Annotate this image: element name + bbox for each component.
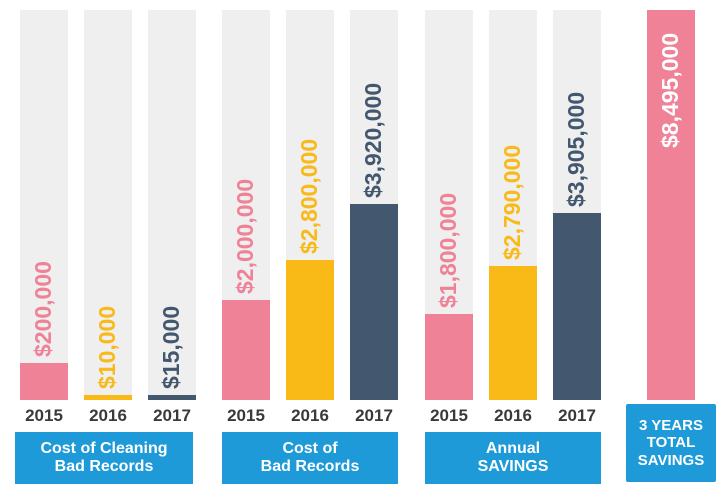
year-label: 2017 [355, 406, 393, 425]
group-label-bad-records: Cost of Bad Records [222, 432, 398, 484]
total-bar [647, 10, 695, 400]
year-label: 2015 [25, 406, 63, 425]
bar-0-2015 [20, 363, 68, 400]
year-label: 2015 [227, 406, 265, 425]
value-label: $15,000 [158, 305, 184, 389]
year-label: 2015 [430, 406, 468, 425]
total-savings-label: 3 YEARS TOTAL SAVINGS [626, 404, 716, 482]
bar-1-2015 [222, 300, 270, 400]
group-label-cleaning: Cost of Cleaning Bad Records [15, 432, 193, 484]
value-label: $3,905,000 [563, 91, 589, 207]
value-label: $200,000 [30, 261, 56, 357]
bar-0-2016 [84, 395, 132, 400]
bar-track [84, 10, 132, 400]
bar-2-2017 [553, 213, 601, 400]
year-label: 2016 [494, 406, 532, 425]
bar-2-2016 [489, 266, 537, 400]
year-label: 2017 [153, 406, 191, 425]
bar-1-2017 [350, 204, 398, 400]
bar-1-2016 [286, 260, 334, 400]
group-label-annual-savings: Annual SAVINGS [425, 432, 601, 484]
bar-2-2015 [425, 313, 473, 400]
bar-track [20, 10, 68, 400]
year-label: 2016 [291, 406, 329, 425]
value-label: $2,000,000 [232, 178, 258, 294]
year-label: 2016 [89, 406, 127, 425]
bar-0-2017 [148, 395, 196, 400]
total-value-label: $8,495,000 [657, 32, 683, 148]
value-label: $1,800,000 [435, 192, 461, 308]
value-label: $10,000 [94, 305, 120, 389]
value-label: $3,920,000 [360, 82, 386, 198]
bar-track [148, 10, 196, 400]
value-label: $2,800,000 [296, 138, 322, 254]
year-label: 2017 [558, 406, 596, 425]
value-label: $2,790,000 [499, 145, 525, 261]
